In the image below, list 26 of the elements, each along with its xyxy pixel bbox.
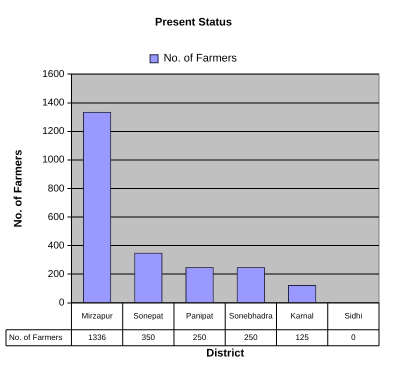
y-tick-label: 400 [48,240,65,252]
data-label: 0 [351,333,356,342]
y-tick-label: 1600 [42,68,65,80]
y-tick-label: 0 [58,298,65,309]
y-tick-label: 800 [48,183,65,194]
x-tick-label: Sonepat [133,312,164,321]
legend-label: No. of Farmers [164,52,238,65]
data-label: 125 [295,333,310,342]
y-tick-label: 1000 [42,154,65,166]
chart-title: Present Status [154,16,232,29]
x-tick-label: Sidhi [344,312,362,321]
text: No. of Farmers [9,333,62,342]
x-tick-label: Mirzapur [82,312,113,321]
y-tick-label: 600 [48,212,65,223]
x-tick-label: Panipat [186,312,214,321]
x-tick-label: Karnal [290,312,314,321]
data-label: 350 [142,333,156,342]
x-axis-title: District [206,347,245,360]
y-axis-title: No. of Farmers [12,150,25,228]
y-tick-label: 200 [48,268,65,280]
data-label: 250 [192,333,207,342]
y-tick-label: 1400 [42,98,65,109]
x-tick-label: Sonebhadra [229,312,274,321]
y-tick-label: 1200 [42,126,65,138]
data-label: 250 [244,333,258,342]
data-label: 1336 [88,333,107,342]
